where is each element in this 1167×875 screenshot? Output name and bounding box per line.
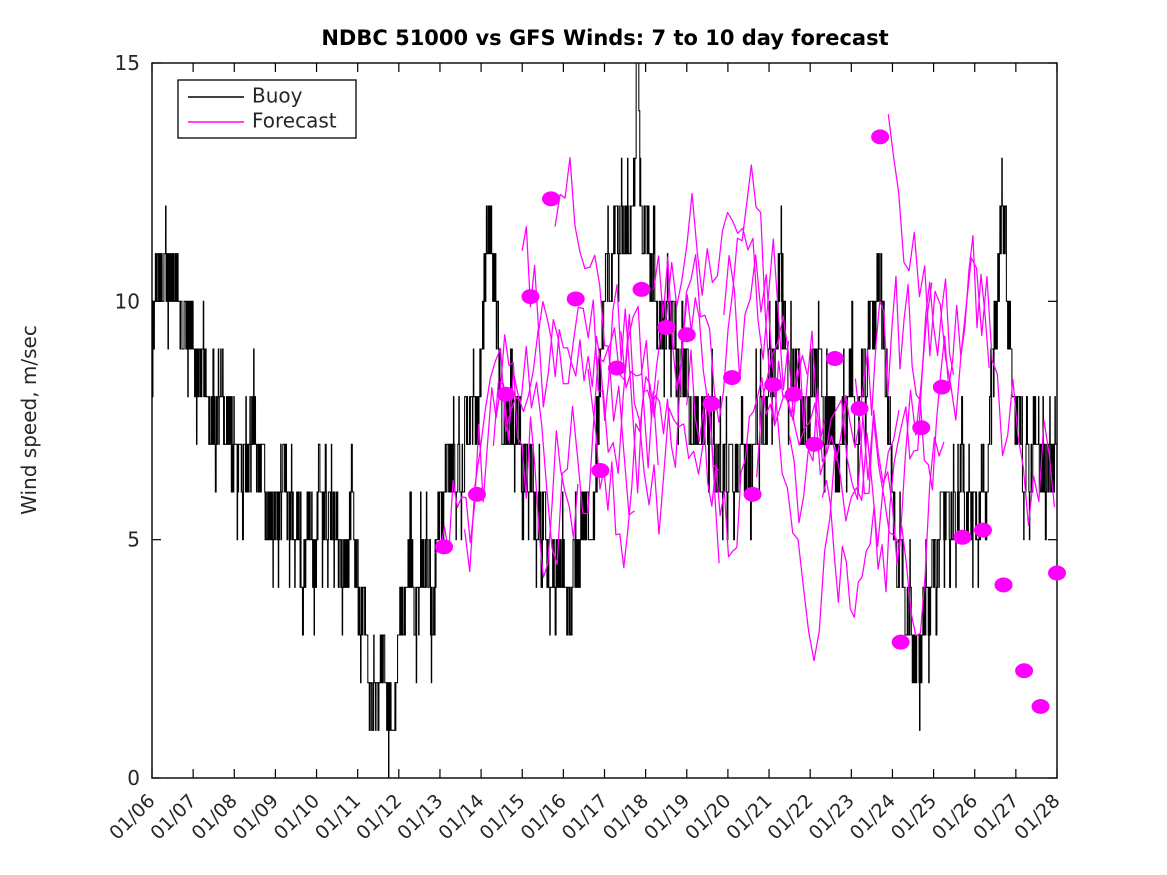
forecast-marker-dot-9 bbox=[657, 320, 676, 336]
forecast-marker-dot-5 bbox=[566, 291, 585, 307]
forecast-series-line-11 bbox=[788, 387, 945, 637]
forecast-marker-dot-21 bbox=[912, 420, 931, 436]
forecast-marker-dot-14 bbox=[764, 377, 783, 393]
y-tick-label: 0 bbox=[127, 766, 140, 790]
forecast-marker-dot-7 bbox=[607, 360, 626, 376]
forecast-series-line-0 bbox=[435, 334, 579, 578]
forecast-marker-dot-4 bbox=[542, 191, 561, 207]
chart-title: NDBC 51000 vs GFS Winds: 7 to 10 day for… bbox=[321, 26, 888, 50]
forecast-marker-dot-0 bbox=[435, 539, 454, 555]
legend-label-buoy: Buoy bbox=[252, 84, 303, 108]
forecast-marker-dot-24 bbox=[973, 522, 992, 538]
forecast-marker-dot-28 bbox=[1048, 565, 1066, 581]
forecast-marker-dot-18 bbox=[850, 401, 869, 417]
forecast-marker-dot-20 bbox=[891, 634, 910, 650]
forecast-marker-dot-27 bbox=[1031, 699, 1050, 714]
forecast-series-line-4 bbox=[554, 157, 719, 535]
forecast-marker-dot-16 bbox=[805, 436, 824, 452]
y-tick-label: 10 bbox=[115, 289, 140, 313]
y-tick-label: 15 bbox=[115, 51, 140, 75]
forecast-marker-dot-11 bbox=[702, 396, 721, 412]
forecast-series-line-3 bbox=[521, 225, 659, 494]
buoy-series-line bbox=[151, 62, 1057, 779]
forecast-marker-group bbox=[435, 129, 1066, 714]
y-axis-label: Wind speed, m/sec bbox=[17, 325, 41, 515]
forecast-marker-dot-17 bbox=[825, 351, 844, 367]
legend-label-forecast: Forecast bbox=[252, 109, 337, 133]
forecast-series-line-12 bbox=[821, 278, 955, 618]
forecast-marker-dot-6 bbox=[591, 463, 610, 479]
forecast-marker-dot-10 bbox=[677, 327, 696, 343]
data-series-group bbox=[151, 62, 1057, 779]
forecast-marker-dot-25 bbox=[994, 577, 1013, 593]
forecast-marker-dot-8 bbox=[632, 281, 651, 297]
forecast-series-line-7 bbox=[653, 164, 808, 427]
y-tick-label: 5 bbox=[127, 528, 140, 552]
forecast-series-line-1 bbox=[464, 345, 635, 573]
forecast-marker-dot-22 bbox=[932, 379, 951, 395]
forecast-marker-dot-13 bbox=[743, 486, 762, 502]
forecast-marker-dot-3 bbox=[521, 289, 540, 305]
forecast-marker-dot-26 bbox=[1015, 663, 1034, 679]
legend-box bbox=[177, 79, 357, 139]
forecast-marker-dot-1 bbox=[467, 486, 486, 502]
forecast-marker-dot-19 bbox=[871, 129, 890, 145]
forecast-series-line-14 bbox=[887, 113, 1056, 526]
forecast-marker-dot-15 bbox=[784, 386, 803, 402]
forecast-marker-dot-23 bbox=[953, 529, 972, 545]
forecast-marker-dot-12 bbox=[723, 370, 742, 386]
forecast-marker-dot-2 bbox=[496, 386, 515, 402]
forecast-series-line-8 bbox=[686, 330, 826, 558]
forecast-series-line-10 bbox=[756, 282, 933, 547]
forecast-series-line-6 bbox=[620, 192, 790, 420]
